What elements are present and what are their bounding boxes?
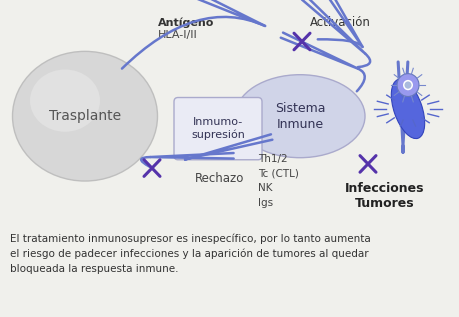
Text: Infecciones
Tumores: Infecciones Tumores: [345, 182, 424, 210]
FancyBboxPatch shape: [174, 98, 262, 160]
Ellipse shape: [391, 79, 424, 139]
Circle shape: [403, 81, 411, 89]
Circle shape: [396, 74, 418, 96]
Text: Sistema
Inmune: Sistema Inmune: [274, 102, 325, 131]
Text: Antígeno: Antígeno: [157, 17, 214, 28]
Text: El tratamiento inmunosupresor es inespecífico, por lo tanto aumenta
el riesgo de: El tratamiento inmunosupresor es inespec…: [10, 234, 370, 274]
Circle shape: [402, 80, 412, 90]
Text: Activación: Activación: [309, 16, 370, 29]
Text: Inmumo-
supresión: Inmumo- supresión: [190, 117, 244, 140]
Text: HLA-I/II: HLA-I/II: [157, 30, 197, 40]
Ellipse shape: [12, 51, 157, 181]
Text: Th1/2
Tc (CTL)
NK
Igs: Th1/2 Tc (CTL) NK Igs: [257, 153, 298, 208]
Text: Trasplante: Trasplante: [49, 109, 121, 123]
Ellipse shape: [30, 69, 100, 132]
Text: Rechazo: Rechazo: [195, 172, 244, 185]
Ellipse shape: [235, 75, 364, 158]
